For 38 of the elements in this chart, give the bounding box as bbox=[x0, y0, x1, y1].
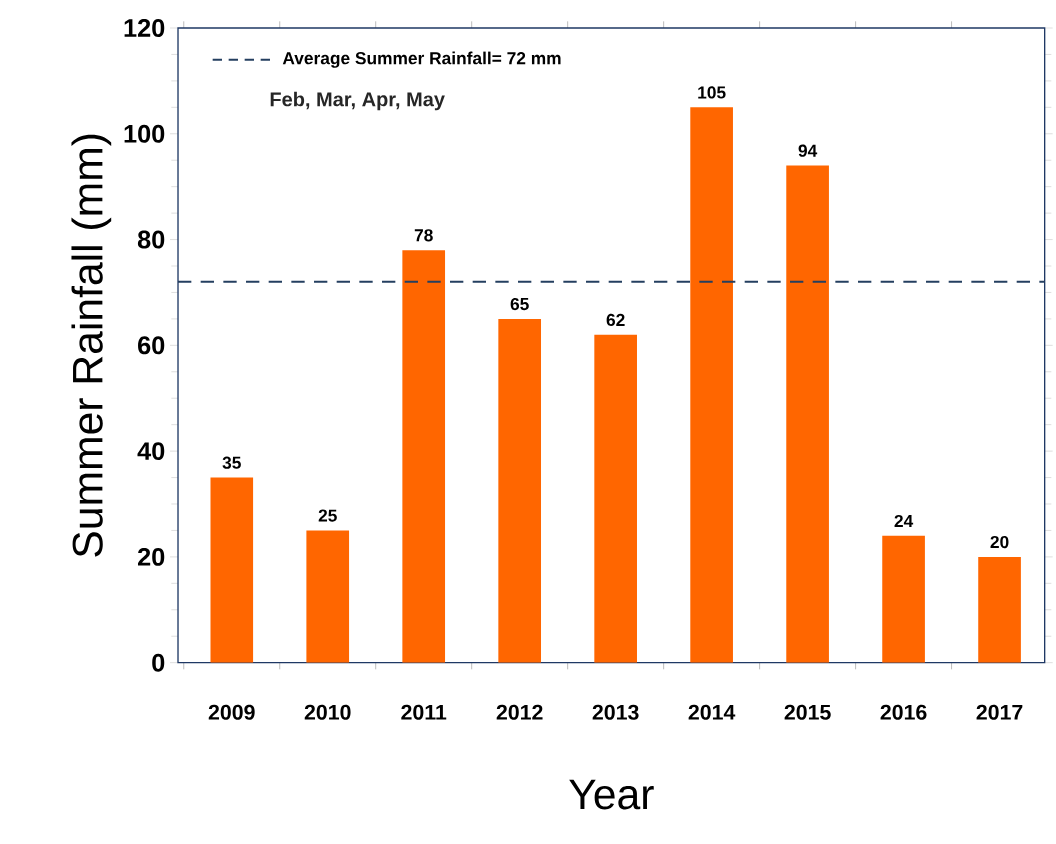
y-tick-label: 20 bbox=[137, 547, 165, 566]
data-label: 35 bbox=[222, 456, 241, 469]
data-label: 105 bbox=[698, 86, 726, 99]
y-tick-label: 120 bbox=[124, 19, 165, 37]
y-tick-label: 60 bbox=[138, 336, 165, 355]
legend-label: Average Summer Rainfall= 72 mm bbox=[282, 51, 561, 68]
data-label: 65 bbox=[510, 297, 529, 311]
x-tick-label: 2015 bbox=[784, 704, 831, 720]
y-axis-title: Summer Rainfall (mm) bbox=[71, 134, 112, 557]
x-tick-label: 2014 bbox=[688, 704, 736, 720]
data-label: 20 bbox=[990, 535, 1009, 549]
bar bbox=[210, 477, 254, 663]
x-tick-label: 2010 bbox=[304, 704, 351, 720]
data-label: 62 bbox=[606, 313, 625, 327]
bar bbox=[882, 535, 925, 663]
x-tick-label: 2011 bbox=[401, 704, 447, 720]
bar bbox=[402, 250, 446, 663]
bar bbox=[978, 556, 1021, 663]
bar bbox=[690, 107, 733, 663]
y-tick-label: 100 bbox=[124, 124, 165, 143]
bar bbox=[306, 530, 350, 663]
x-tick-label: 2016 bbox=[880, 704, 927, 720]
x-tick-label: 2017 bbox=[976, 704, 1023, 720]
x-axis-title: Year bbox=[569, 779, 654, 810]
data-label: 24 bbox=[894, 514, 914, 528]
x-tick-label: 2012 bbox=[496, 704, 543, 720]
bar bbox=[786, 165, 829, 663]
y-tick-label: 80 bbox=[137, 230, 165, 249]
data-label: 25 bbox=[318, 509, 337, 522]
x-tick-label: 2009 bbox=[208, 704, 255, 720]
data-label: 94 bbox=[798, 144, 818, 157]
y-tick-label: 0 bbox=[152, 653, 165, 672]
x-tick-label: 2013 bbox=[592, 704, 639, 720]
data-label: 78 bbox=[414, 229, 433, 242]
y-tick-label: 40 bbox=[137, 442, 165, 461]
bar bbox=[498, 318, 542, 663]
bar bbox=[594, 334, 637, 663]
annotation: Feb, Mar, Apr, May bbox=[270, 91, 445, 111]
